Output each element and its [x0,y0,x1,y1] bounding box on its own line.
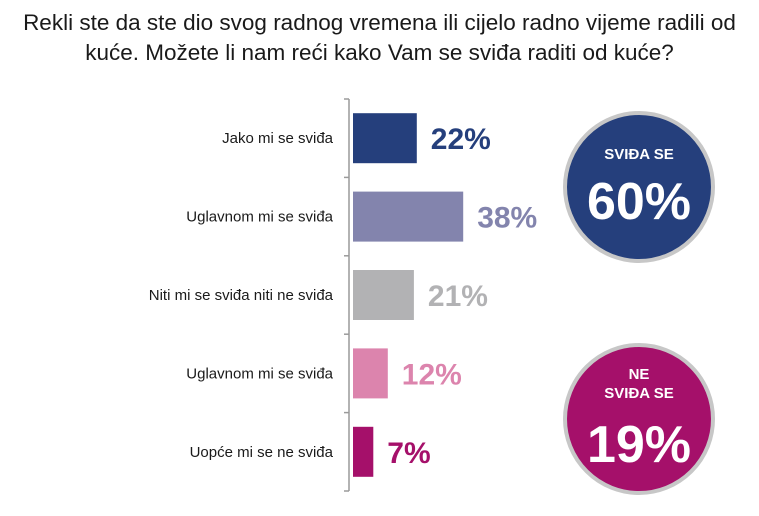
bar-1 [353,113,417,164]
dislike-summary-circle: NE SVIĐA SE 19% [563,343,715,495]
category-label: Uopće mi se ne sviđa [190,444,334,461]
category-label: Uglavnom mi se sviđa [186,209,333,226]
bar-3 [353,270,414,320]
like-summary-value: 60% [586,172,692,231]
bar-2 [353,191,464,242]
chart-title: Rekli ste da ste dio svog radnog vremena… [23,10,736,65]
value-label: 21% [428,280,488,313]
dislike-summary-label: NE SVIĐA SE [604,366,674,402]
dislike-summary-value: 19% [586,416,692,474]
category-label: Uglavnom mi se sviđa [186,365,333,382]
bar-5 [353,426,374,477]
value-label: 38% [477,202,537,235]
value-label: 7% [387,437,430,470]
value-label: 22% [431,123,491,156]
like-summary-circle: SVIĐA SE 60% [563,111,715,263]
bar-4 [353,348,388,399]
value-label: 12% [402,358,462,391]
like-summary-label: SVIĐA SE [604,145,674,163]
category-label: Jako mi se sviđa [222,130,334,147]
category-label: Niti mi se sviđa niti ne sviđa [149,287,334,304]
